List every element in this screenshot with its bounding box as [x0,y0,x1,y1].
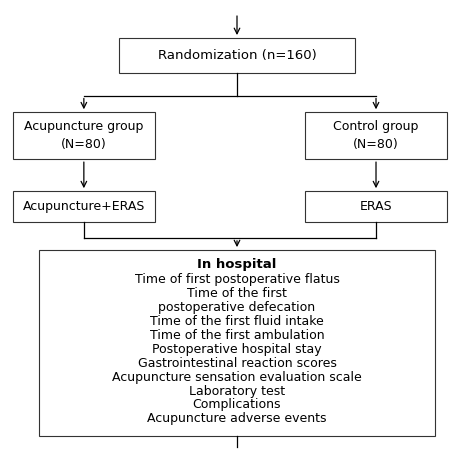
FancyBboxPatch shape [13,191,155,222]
Text: Postoperative hospital stay: Postoperative hospital stay [152,343,322,356]
Text: Time of the first: Time of the first [187,287,287,300]
Text: Randomization (n=160): Randomization (n=160) [158,49,316,62]
Text: Acupuncture group
(N=80): Acupuncture group (N=80) [24,120,144,151]
Text: In hospital: In hospital [197,257,277,271]
Text: Control group
(N=80): Control group (N=80) [333,120,419,151]
Text: Time of the first fluid intake: Time of the first fluid intake [150,315,324,328]
Text: ERAS: ERAS [360,200,392,213]
Text: Time of first postoperative flatus: Time of first postoperative flatus [135,273,339,286]
Text: Time of the first ambulation: Time of the first ambulation [150,329,324,342]
FancyBboxPatch shape [13,112,155,159]
Text: postoperative defecation: postoperative defecation [158,301,316,314]
Text: Laboratory test: Laboratory test [189,384,285,398]
Text: Acupuncture adverse events: Acupuncture adverse events [147,412,327,425]
Text: Gastrointestinal reaction scores: Gastrointestinal reaction scores [137,356,337,370]
FancyBboxPatch shape [39,250,435,436]
Text: Acupuncture sensation evaluation scale: Acupuncture sensation evaluation scale [112,371,362,383]
FancyBboxPatch shape [305,191,447,222]
FancyBboxPatch shape [305,112,447,159]
Text: Complications: Complications [193,399,281,411]
Text: Acupuncture+ERAS: Acupuncture+ERAS [23,200,145,213]
FancyBboxPatch shape [119,38,355,73]
